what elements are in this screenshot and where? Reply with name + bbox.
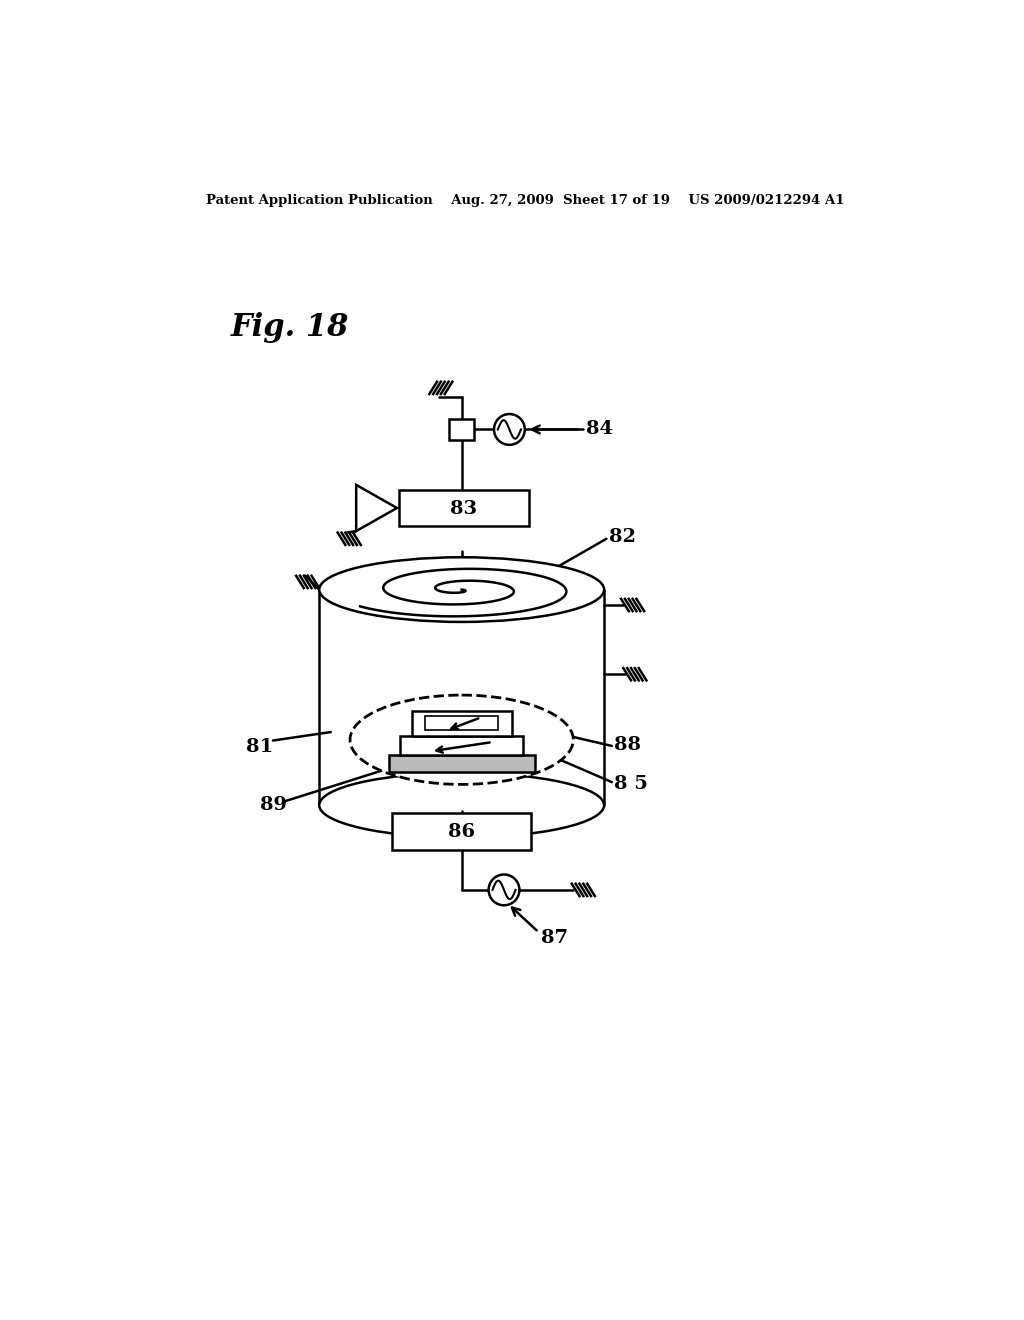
- Ellipse shape: [488, 874, 519, 906]
- Text: Patent Application Publication    Aug. 27, 2009  Sheet 17 of 19    US 2009/02122: Patent Application Publication Aug. 27, …: [206, 194, 844, 207]
- Bar: [400, 737, 523, 755]
- Text: 89: 89: [259, 796, 287, 814]
- Bar: [388, 755, 535, 772]
- Text: 82: 82: [609, 528, 637, 546]
- Ellipse shape: [350, 696, 573, 784]
- Text: 81: 81: [247, 738, 273, 756]
- Text: 88: 88: [614, 737, 641, 754]
- Ellipse shape: [319, 557, 604, 622]
- Bar: [398, 490, 529, 527]
- Text: 84: 84: [587, 421, 613, 438]
- Text: 86: 86: [449, 824, 475, 841]
- Text: 87: 87: [541, 929, 568, 946]
- Ellipse shape: [319, 774, 604, 838]
- Text: 83: 83: [451, 500, 477, 517]
- Bar: [392, 813, 531, 850]
- Bar: [425, 715, 498, 730]
- Text: Fig. 18: Fig. 18: [230, 313, 349, 343]
- Bar: [412, 711, 512, 737]
- Text: 8 5: 8 5: [614, 775, 648, 792]
- Ellipse shape: [494, 414, 525, 445]
- Bar: [450, 418, 474, 441]
